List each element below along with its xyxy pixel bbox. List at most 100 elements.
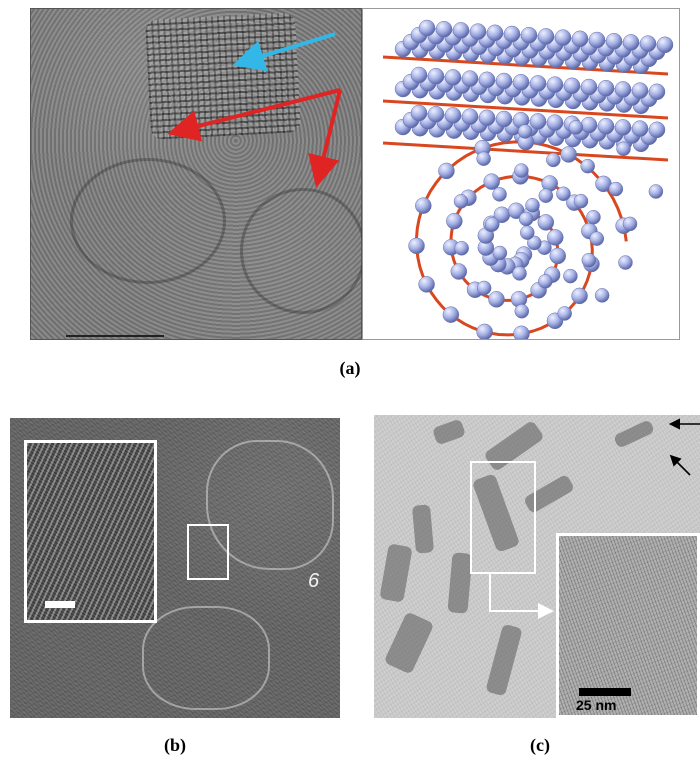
sphere [476, 151, 491, 166]
sphere [444, 107, 462, 124]
sphere [616, 141, 631, 157]
sphere [461, 108, 479, 125]
sphere [538, 274, 553, 289]
sphere [580, 78, 598, 96]
panel-label-a: (a) [339, 358, 361, 378]
magnified-inset: 25 nm [556, 533, 700, 718]
sphere [622, 34, 640, 51]
sphere [573, 193, 589, 209]
sphere [415, 197, 432, 214]
inset-scale-bar [45, 601, 75, 608]
sphere [418, 276, 435, 293]
callout-arrow [489, 574, 554, 619]
sphere [529, 75, 547, 92]
scale-bar [66, 335, 164, 337]
sphere [427, 67, 445, 85]
pointer-overlay [489, 418, 700, 619]
sphere [478, 109, 496, 127]
selection-box [187, 524, 229, 580]
sphere [452, 22, 470, 39]
sphere [560, 146, 577, 163]
selection-box [470, 461, 536, 574]
sphere [546, 152, 561, 168]
sphere [492, 245, 508, 261]
sphere [488, 291, 505, 308]
sphere [486, 24, 504, 42]
sphere [614, 81, 632, 98]
sphere [537, 214, 555, 231]
sphere [438, 162, 455, 180]
sphere [408, 237, 425, 255]
tem-image-panel-a [30, 8, 362, 340]
sphere [469, 23, 487, 40]
sphere [580, 158, 595, 174]
sphere [444, 69, 462, 86]
sphere [597, 117, 615, 135]
sphere [639, 35, 657, 52]
sphere [589, 231, 605, 246]
concentric-ring-pattern [240, 188, 362, 314]
sphere [418, 19, 436, 37]
sphere [614, 119, 632, 136]
blue-arrow [232, 32, 336, 72]
sphere [556, 186, 571, 202]
sphere [525, 198, 540, 213]
arrow-overlay [167, 32, 342, 188]
sphere [563, 268, 578, 284]
sphere [495, 110, 513, 128]
sphere [581, 252, 597, 268]
sphere [442, 306, 460, 323]
sphere [557, 306, 572, 321]
sphere [622, 216, 638, 232]
sphere [648, 121, 666, 139]
sphere [520, 26, 538, 44]
sphere [410, 104, 428, 122]
sphere [538, 188, 554, 203]
sphere [568, 120, 584, 135]
sphere [483, 173, 500, 190]
sphere [450, 263, 468, 280]
schematic-svg [382, 19, 674, 339]
sphere [648, 184, 664, 199]
tem-image-panel-b: 6 [10, 418, 340, 718]
sphere [529, 113, 547, 130]
sphere [648, 83, 666, 101]
sphere [512, 73, 530, 91]
sphere [520, 225, 535, 240]
inset-scale-bar [579, 688, 631, 696]
image-annotation: 6 [308, 570, 320, 592]
sphere [608, 181, 624, 197]
sphere [476, 323, 493, 339]
panel-label-c: (c) [530, 735, 550, 755]
sphere [547, 229, 564, 246]
strand [382, 99, 669, 120]
tem-image-panel-c: 25 nm [374, 415, 700, 718]
sphere [453, 194, 469, 209]
sphere [492, 187, 507, 202]
sphere [513, 325, 530, 339]
panel-label-b: (b) [164, 735, 186, 755]
sphere [484, 217, 500, 232]
black-arrow [669, 454, 691, 476]
sphere [410, 66, 428, 84]
scale-bar-label: 25 nm [576, 697, 617, 713]
sphere [514, 163, 529, 178]
sphere [446, 212, 463, 230]
vesicle-outline [206, 440, 334, 570]
strand [382, 141, 669, 162]
sphere [461, 70, 479, 87]
sphere [631, 120, 649, 137]
sphere [597, 79, 615, 97]
sphere [588, 31, 606, 49]
vesicle-outline [142, 606, 270, 710]
sphere [549, 247, 567, 265]
sphere [478, 71, 496, 89]
sphere [495, 72, 513, 90]
sphere [435, 20, 453, 38]
sphere [656, 36, 674, 54]
sphere [571, 287, 588, 305]
concentric-ring-pattern [70, 158, 226, 284]
sphere [563, 77, 581, 95]
sphere [514, 303, 530, 319]
sphere [454, 241, 469, 256]
